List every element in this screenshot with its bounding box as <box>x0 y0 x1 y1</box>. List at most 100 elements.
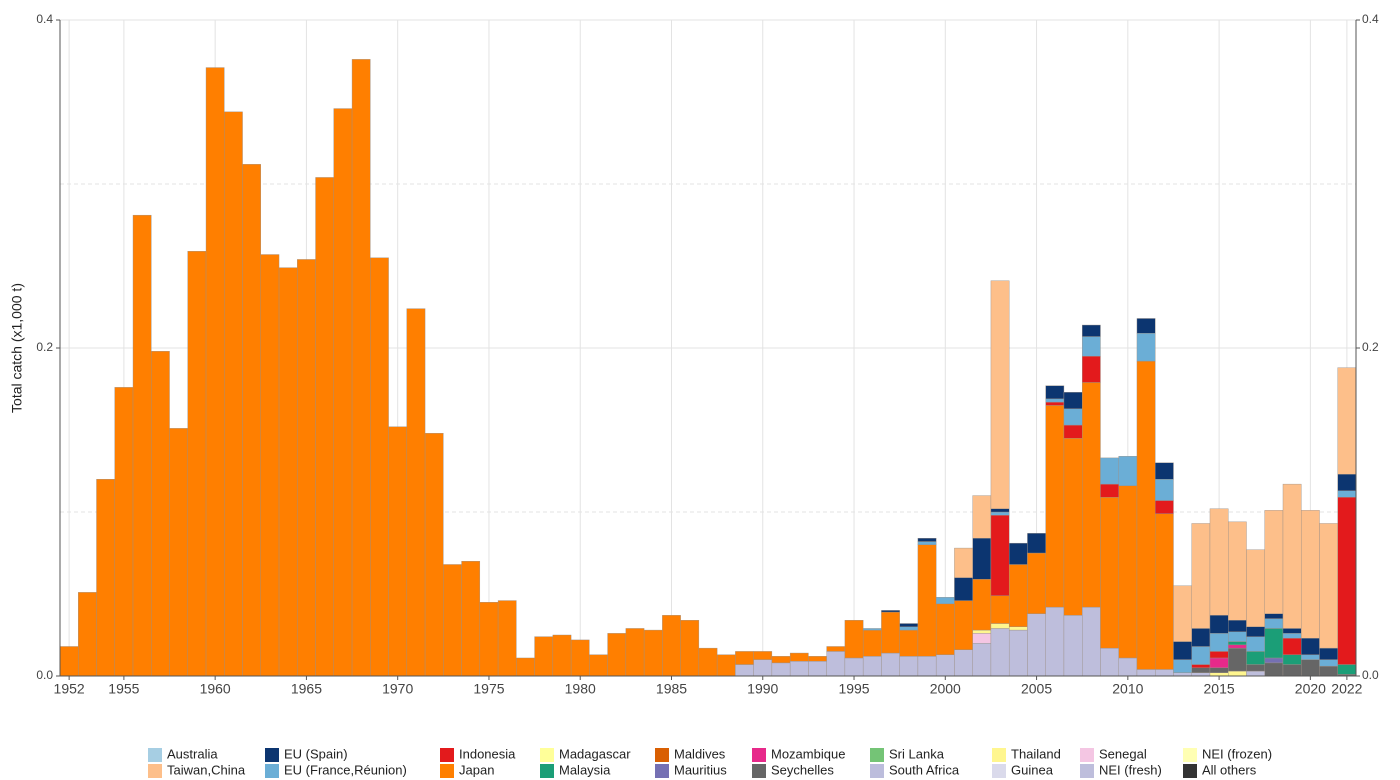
bar-segment <box>1282 638 1302 655</box>
bar-segment <box>735 651 754 665</box>
legend-swatch <box>540 764 554 778</box>
bar-segment <box>1191 664 1211 669</box>
bar-segment <box>169 428 188 677</box>
legend-label: Seychelles <box>771 762 834 777</box>
bar-segment <box>1118 456 1138 486</box>
bar-segment <box>1063 438 1083 616</box>
bar-segment <box>516 657 535 677</box>
bar-segment <box>443 564 462 677</box>
bar-segment <box>862 629 882 657</box>
x-tick-label: 1965 <box>291 681 322 697</box>
bar-segment <box>1264 662 1284 677</box>
bar-segment <box>1264 618 1284 629</box>
bar-segment <box>1063 392 1083 409</box>
bar-segment <box>224 111 243 677</box>
bar-segment <box>826 651 846 677</box>
x-tick-label: 1975 <box>473 681 504 697</box>
bar-segment <box>826 646 846 652</box>
bar-segment <box>808 656 827 662</box>
legend-label: Malaysia <box>559 762 611 777</box>
legend-swatch <box>440 748 454 762</box>
bar-segment <box>789 652 809 662</box>
bar-segment <box>881 652 900 677</box>
bar-segment <box>1301 510 1320 639</box>
bar-segment <box>1337 490 1357 498</box>
bar-segment <box>1173 659 1192 673</box>
bar-segment <box>1228 644 1247 649</box>
bar-segment <box>1027 533 1046 554</box>
legend-swatch <box>992 764 1006 778</box>
x-tick-label: 2010 <box>1112 681 1143 697</box>
bar-segment <box>1191 523 1211 629</box>
bar-segment <box>862 656 882 677</box>
bar-segment <box>1155 669 1174 677</box>
legend-label: EU (France,Réunion) <box>284 762 407 777</box>
bar-segment <box>917 544 937 657</box>
bar-segment <box>1246 670 1265 677</box>
bar-segment <box>278 267 298 677</box>
legend-swatch <box>655 748 669 762</box>
bar-segment <box>388 426 408 677</box>
legend-swatch <box>148 748 162 762</box>
bar-segment <box>1100 497 1119 649</box>
bar-segment <box>1209 615 1229 634</box>
bar-segment <box>132 214 152 677</box>
legend-swatch <box>752 764 766 778</box>
bar-segment <box>1081 606 1101 677</box>
bar-segment <box>1191 667 1211 673</box>
bar-segment <box>1136 669 1156 677</box>
legend-label: Senegal <box>1099 746 1147 761</box>
bar-segment <box>917 656 937 677</box>
legend-label: Taiwan,China <box>167 762 246 777</box>
bar-segment <box>990 280 1010 509</box>
bar-segment <box>1282 483 1302 629</box>
bar-segment <box>461 561 481 677</box>
bar-segment <box>1246 626 1265 637</box>
bar-segment <box>1228 521 1247 621</box>
legend-label: NEI (frozen) <box>1202 746 1272 761</box>
x-tick-label: 1985 <box>656 681 687 697</box>
bar-segment <box>1045 606 1065 677</box>
legend-swatch <box>870 764 884 778</box>
legend-label: Thailand <box>1011 746 1061 761</box>
bar-segment <box>370 257 389 677</box>
y-axis-label: Total catch (x1,000 t) <box>9 283 25 413</box>
bar-segment <box>680 620 700 677</box>
bar-segment <box>917 538 937 542</box>
bar-segment <box>1063 424 1083 439</box>
bar-segment <box>1246 549 1265 627</box>
bar-segment <box>1081 356 1101 383</box>
bar-segment <box>1337 367 1357 475</box>
bar-segment <box>151 351 170 677</box>
legend-swatch <box>655 764 669 778</box>
legend-label: Australia <box>167 746 218 761</box>
legend-swatch <box>1080 764 1094 778</box>
y-tick-label: 0.0 <box>36 668 53 682</box>
legend-label: Madagascar <box>559 746 631 761</box>
legend-label: Mauritius <box>674 762 727 777</box>
bar-segment <box>990 515 1010 596</box>
bar-segment <box>935 597 955 605</box>
bar-segment <box>1246 636 1265 652</box>
bar-segment <box>1045 401 1065 406</box>
legend-label: Guinea <box>1011 762 1054 777</box>
y2-tick-label: 0.0 <box>1362 668 1379 682</box>
bar-segment <box>1319 659 1338 667</box>
bar-segment <box>497 600 517 677</box>
bar-segment <box>1209 657 1229 669</box>
legend-swatch <box>148 764 162 778</box>
bar-segment <box>1063 408 1083 426</box>
bar-segment <box>1282 633 1302 639</box>
bar-segment <box>1136 360 1156 670</box>
x-tick-label: 2022 <box>1331 681 1362 697</box>
bar-segment <box>716 654 736 677</box>
bar-segment <box>935 654 955 677</box>
bar-segment <box>972 538 992 580</box>
y-tick-label: 0.4 <box>36 12 53 26</box>
bar-segment <box>1209 651 1229 659</box>
bar-segment <box>78 592 97 677</box>
bar-segment <box>1337 474 1357 491</box>
bar-segment <box>972 633 992 644</box>
legend-label: Sri Lanka <box>889 746 945 761</box>
